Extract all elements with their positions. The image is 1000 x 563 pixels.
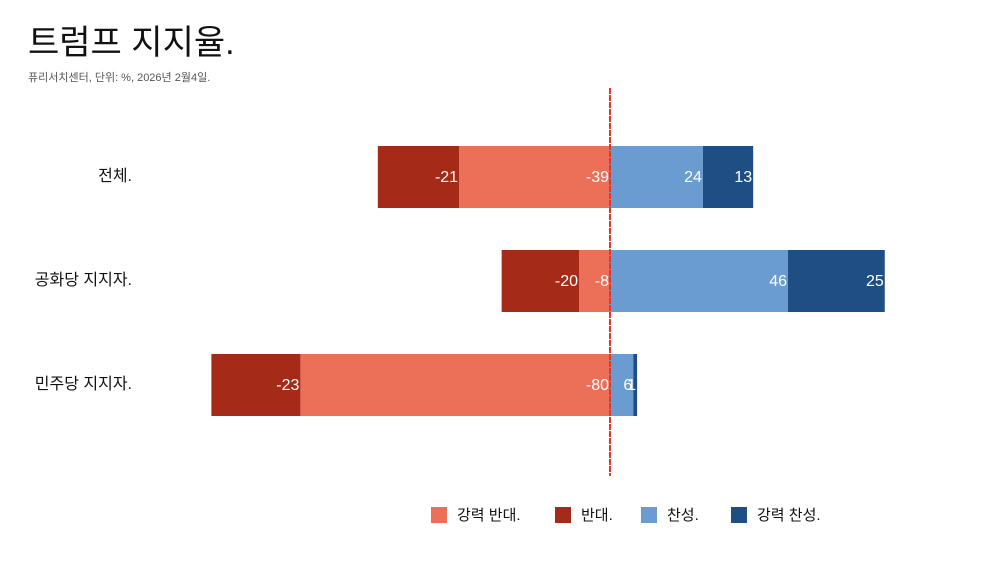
legend-swatch [641, 507, 657, 523]
legend-label: 찬성. [667, 507, 699, 524]
value-label: -8 [595, 273, 609, 290]
legend-swatch [555, 507, 571, 523]
bar-segment [788, 250, 885, 312]
bar-segment [610, 354, 634, 416]
value-label: -39 [586, 169, 609, 186]
category-label: 민주당 지지자. [35, 375, 132, 393]
bar-segment [459, 146, 610, 208]
bar-segment [579, 250, 610, 312]
legend-swatch [431, 507, 447, 523]
value-label: -20 [555, 273, 578, 290]
category-label: 전체. [98, 167, 132, 185]
legend-label: 강력 반대. [457, 507, 521, 524]
bar-segment [702, 146, 754, 208]
value-label: -21 [435, 169, 458, 186]
value-label: 25 [866, 273, 884, 290]
value-label: 24 [684, 169, 702, 186]
legend-swatch [731, 507, 747, 523]
value-label: 13 [734, 169, 752, 186]
bar-segment [633, 354, 638, 416]
value-label: 6 [623, 377, 632, 394]
bar-segment [211, 354, 301, 416]
bar-segment [501, 250, 580, 312]
bar-segment [610, 146, 703, 208]
value-label: -23 [276, 377, 299, 394]
legend-label: 반대. [581, 507, 613, 524]
value-label: -80 [586, 377, 609, 394]
value-label: 46 [769, 273, 787, 290]
bar-segment [377, 146, 460, 208]
category-label: 공화당 지지자. [35, 271, 132, 289]
legend-label: 강력 찬성. [757, 507, 821, 524]
value-label: 1 [627, 377, 636, 394]
bar-segment [300, 354, 610, 416]
chart-subtitle: 퓨리서치센터, 단위: %, 2026년 2월4일. [28, 70, 210, 84]
chart-title: 트럼프 지지율. [28, 24, 235, 62]
bar-segment [610, 250, 789, 312]
